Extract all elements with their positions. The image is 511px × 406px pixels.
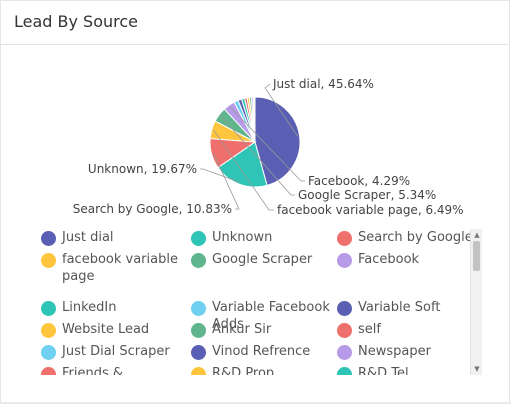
data-label-connector	[213, 153, 240, 210]
legend-label: R&D Tel	[358, 366, 409, 375]
data-label-connector	[213, 129, 274, 211]
legend-item[interactable]: Variable Facebook Adds	[181, 299, 331, 333]
legend-swatch	[41, 253, 56, 268]
pie-chart: Just dial, 45.64% Unknown, 19.67% Search b…	[73, 77, 464, 217]
legend-label: Vinod Refrence	[212, 344, 311, 359]
legend-label: Variable Soft	[358, 300, 441, 315]
legend-scrollbar[interactable]: ▲ ▼	[470, 229, 482, 375]
legend-swatch	[41, 345, 56, 360]
data-label-connector	[220, 115, 295, 196]
legend-swatch	[337, 367, 352, 375]
legend-swatch	[337, 301, 352, 316]
legend-item[interactable]: Variable Soft	[327, 299, 477, 316]
bottom-divider	[0, 402, 511, 404]
legend-label: Facebook	[358, 252, 420, 267]
legend-label: Search by Google	[358, 230, 473, 245]
legend-swatch	[41, 301, 56, 316]
legend-label: Just Dial Scraper	[62, 344, 170, 359]
data-label: Search by Google, 10.83%	[73, 202, 232, 216]
scroll-thumb[interactable]	[473, 241, 480, 271]
data-label-connector	[229, 106, 305, 182]
legend-item[interactable]: Search by Google	[327, 229, 477, 246]
legend-swatch	[191, 253, 206, 268]
legend-item[interactable]: Vinod Refrence	[181, 343, 331, 360]
legend-swatch	[191, 231, 206, 246]
data-label: Facebook, 4.29%	[308, 174, 410, 188]
legend-label: LinkedIn	[62, 300, 117, 315]
legend-label: Just dial	[62, 230, 114, 245]
legend-label: Website Lead	[62, 322, 150, 337]
data-label: Unknown, 19.67%	[88, 162, 197, 176]
legend-label: facebook variable page	[62, 252, 178, 284]
legend-item[interactable]: facebook variable page	[31, 251, 181, 285]
legend-label: Ankur Sir	[212, 322, 272, 337]
legend-label: Friends &	[62, 366, 124, 375]
legend-label: R&D Prop	[212, 366, 275, 375]
legend-item[interactable]: Newspaper	[327, 343, 477, 360]
legend-swatch	[191, 345, 206, 360]
legend-swatch	[337, 231, 352, 246]
legend-swatch	[191, 367, 206, 375]
legend-item[interactable]: Google Scraper	[181, 251, 331, 268]
legend-swatch	[41, 323, 56, 338]
legend-item[interactable]: Unknown	[181, 229, 331, 246]
scroll-up-arrow-icon[interactable]: ▲	[474, 231, 480, 239]
legend-item[interactable]: R&D Tel	[327, 365, 477, 375]
legend-item[interactable]: R&D Prop	[181, 365, 331, 375]
legend-swatch	[191, 323, 206, 338]
legend-swatch	[41, 231, 56, 246]
pie-slice-unknown[interactable]	[217, 141, 268, 188]
data-label: Google Scraper, 5.34%	[298, 188, 436, 202]
legend-item[interactable]: self	[327, 321, 477, 338]
legend-item[interactable]: Ankur Sir	[181, 321, 331, 338]
legend-item[interactable]: LinkedIn	[31, 299, 181, 316]
legend-item[interactable]: Website Lead	[31, 321, 181, 338]
legend-item[interactable]: Facebook	[327, 251, 477, 268]
legend-label: Variable Facebook Adds	[212, 300, 330, 332]
legend-swatch	[337, 323, 352, 338]
legend-item[interactable]: Just dial	[31, 229, 181, 246]
card-title: Lead By Source	[14, 12, 139, 31]
legend-swatch	[337, 345, 352, 360]
card-header: Lead By Source	[1, 1, 509, 45]
legend-label: Unknown	[212, 230, 273, 245]
data-label: facebook variable page, 6.49%	[277, 203, 464, 217]
pie-slice-just-dial[interactable]	[254, 96, 301, 186]
legend-label: Google Scraper	[212, 252, 313, 267]
legend-item[interactable]: Friends &	[31, 365, 181, 375]
legend-scroll-area[interactable]: Just dial Unknown Search by Google facebook…	[31, 229, 482, 375]
data-label-connector	[200, 168, 241, 183]
legend-swatch	[337, 253, 352, 268]
legend-item[interactable]: Just Dial Scraper	[31, 343, 181, 360]
data-label: Just dial, 45.64%	[272, 77, 374, 91]
legend-label: Newspaper	[358, 344, 431, 359]
legend-swatch	[191, 301, 206, 316]
legend-label: self	[358, 322, 381, 337]
legend-swatch	[41, 367, 56, 375]
data-label-connector	[264, 83, 298, 137]
scroll-down-arrow-icon[interactable]: ▼	[474, 365, 480, 373]
